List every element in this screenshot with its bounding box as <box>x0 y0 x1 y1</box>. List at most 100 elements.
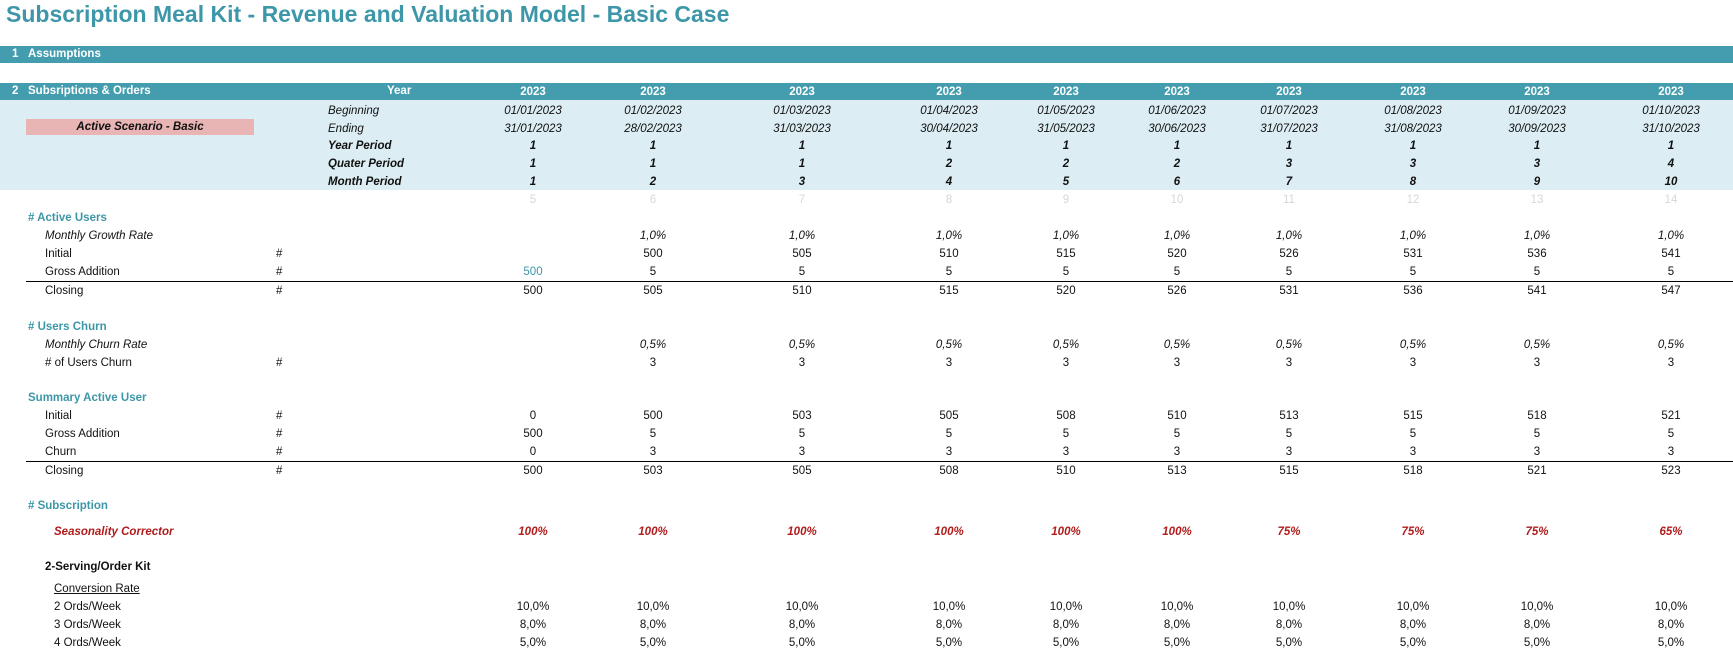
gross-addition-cell[interactable]: 5 <box>1062 266 1070 278</box>
initial-cell[interactable]: 526 <box>1279 248 1299 260</box>
beginning-date-cell[interactable]: 01/04/2023 <box>920 105 978 117</box>
closing-cell[interactable]: 515 <box>939 285 959 297</box>
ending-date-cell[interactable]: 31/10/2023 <box>1642 123 1700 135</box>
closing-cell[interactable]: 531 <box>1279 285 1299 297</box>
column-index-cell[interactable]: 12 <box>1406 194 1420 206</box>
summary-churn-cell[interactable]: 3 <box>945 446 953 458</box>
year-period-cell[interactable]: 1 <box>1409 140 1417 152</box>
year-cell[interactable]: 2023 <box>1524 86 1550 98</box>
ending-date-cell[interactable]: 31/03/2023 <box>773 123 831 135</box>
seasonality-cell[interactable]: 100% <box>1162 526 1192 538</box>
closing-cell[interactable]: 547 <box>1661 285 1681 297</box>
summary-initial-cell[interactable]: 515 <box>1403 410 1423 422</box>
summary-gross-cell[interactable]: 5 <box>1285 428 1293 440</box>
ord2-cell[interactable]: 10,0% <box>1654 601 1688 613</box>
ending-date-cell[interactable]: 28/02/2023 <box>624 123 682 135</box>
quarter-period-cell[interactable]: 1 <box>529 158 537 170</box>
month-period-cell[interactable]: 3 <box>798 176 806 188</box>
summary-closing-cell[interactable]: 518 <box>1403 465 1423 477</box>
users-churn-cell[interactable]: 3 <box>1533 357 1541 369</box>
month-period-cell[interactable]: 7 <box>1285 176 1293 188</box>
seasonality-cell[interactable]: 100% <box>787 526 817 538</box>
ord4-cell[interactable]: 5,0% <box>1275 637 1303 649</box>
users-churn-cell[interactable]: 3 <box>1409 357 1417 369</box>
column-index-cell[interactable]: 11 <box>1283 194 1295 206</box>
growth-rate-cell[interactable]: 1,0% <box>1163 230 1191 242</box>
summary-churn-cell[interactable]: 0 <box>529 446 537 458</box>
summary-closing-cell[interactable]: 513 <box>1167 465 1187 477</box>
year-cell[interactable]: 2023 <box>1400 86 1426 98</box>
ord4-cell[interactable]: 5,0% <box>1657 637 1685 649</box>
closing-cell[interactable]: 541 <box>1527 285 1547 297</box>
initial-cell[interactable]: 515 <box>1056 248 1076 260</box>
initial-cell[interactable]: 531 <box>1403 248 1423 260</box>
ord2-cell[interactable]: 10,0% <box>1396 601 1430 613</box>
summary-closing-cell[interactable]: 508 <box>939 465 959 477</box>
ord4-cell[interactable]: 5,0% <box>1163 637 1191 649</box>
summary-gross-cell[interactable]: 5 <box>798 428 806 440</box>
section-bar-assumptions[interactable]: 1 Assumptions <box>0 46 1733 63</box>
gross-addition-cell[interactable]: 5 <box>1409 266 1417 278</box>
growth-rate-cell[interactable]: 1,0% <box>788 230 816 242</box>
year-cell[interactable]: 2023 <box>1053 86 1079 98</box>
year-cell[interactable]: 2023 <box>1658 86 1684 98</box>
summary-initial-cell[interactable]: 518 <box>1527 410 1547 422</box>
beginning-date-cell[interactable]: 01/08/2023 <box>1384 105 1442 117</box>
churn-rate-cell[interactable]: 0,5% <box>1163 339 1191 351</box>
users-churn-cell[interactable]: 3 <box>1062 357 1070 369</box>
summary-gross-cell[interactable]: 5 <box>945 428 953 440</box>
users-churn-cell[interactable]: 3 <box>1173 357 1181 369</box>
seasonality-cell[interactable]: 65% <box>1659 526 1683 538</box>
month-period-cell[interactable]: 5 <box>1062 176 1070 188</box>
churn-rate-cell[interactable]: 0,5% <box>639 339 667 351</box>
users-churn-cell[interactable]: 3 <box>1667 357 1675 369</box>
summary-gross-cell[interactable]: 5 <box>649 428 657 440</box>
closing-cell[interactable]: 526 <box>1167 285 1187 297</box>
summary-churn-cell[interactable]: 3 <box>1667 446 1675 458</box>
quarter-period-cell[interactable]: 2 <box>1062 158 1070 170</box>
summary-closing-cell[interactable]: 505 <box>792 465 812 477</box>
column-index-cell[interactable]: 6 <box>649 194 657 206</box>
summary-initial-cell[interactable]: 505 <box>939 410 959 422</box>
growth-rate-cell[interactable]: 1,0% <box>1052 230 1080 242</box>
year-period-cell[interactable]: 1 <box>1285 140 1293 152</box>
ord4-cell[interactable]: 5,0% <box>935 637 963 649</box>
ord2-cell[interactable]: 10,0% <box>1049 601 1083 613</box>
column-index-cell[interactable]: 10 <box>1170 194 1184 206</box>
gross-addition-cell[interactable]: 5 <box>1533 266 1541 278</box>
year-period-cell[interactable]: 1 <box>1062 140 1070 152</box>
ord4-cell[interactable]: 5,0% <box>639 637 667 649</box>
month-period-cell[interactable]: 6 <box>1173 176 1181 188</box>
initial-cell[interactable]: 500 <box>643 248 663 260</box>
quarter-period-cell[interactable]: 1 <box>649 158 657 170</box>
closing-cell[interactable]: 500 <box>523 285 543 297</box>
year-cell[interactable]: 2023 <box>640 86 666 98</box>
ord2-cell[interactable]: 10,0% <box>1272 601 1306 613</box>
year-cell[interactable]: 2023 <box>520 86 546 98</box>
summary-initial-cell[interactable]: 503 <box>792 410 812 422</box>
ord3-cell[interactable]: 8,0% <box>1275 619 1303 631</box>
year-cell[interactable]: 2023 <box>1164 86 1190 98</box>
summary-churn-cell[interactable]: 3 <box>1409 446 1417 458</box>
month-period-cell[interactable]: 4 <box>945 176 953 188</box>
summary-churn-cell[interactable]: 3 <box>1285 446 1293 458</box>
seasonality-cell[interactable]: 75% <box>1525 526 1549 538</box>
summary-initial-cell[interactable]: 521 <box>1661 410 1681 422</box>
closing-cell[interactable]: 510 <box>792 285 812 297</box>
churn-rate-cell[interactable]: 0,5% <box>1523 339 1551 351</box>
column-index-cell[interactable]: 13 <box>1530 194 1544 206</box>
summary-closing-cell[interactable]: 503 <box>643 465 663 477</box>
ord4-cell[interactable]: 5,0% <box>519 637 547 649</box>
growth-rate-cell[interactable]: 1,0% <box>935 230 963 242</box>
ord2-cell[interactable]: 10,0% <box>1160 601 1194 613</box>
column-index-cell[interactable]: 9 <box>1062 194 1070 206</box>
year-period-cell[interactable]: 1 <box>649 140 657 152</box>
summary-gross-cell[interactable]: 5 <box>1667 428 1675 440</box>
quarter-period-cell[interactable]: 3 <box>1285 158 1293 170</box>
year-period-cell[interactable]: 1 <box>1533 140 1541 152</box>
ord4-cell[interactable]: 5,0% <box>1052 637 1080 649</box>
seasonality-cell[interactable]: 75% <box>1277 526 1301 538</box>
initial-cell[interactable]: 505 <box>792 248 812 260</box>
ord3-cell[interactable]: 8,0% <box>1523 619 1551 631</box>
year-period-cell[interactable]: 1 <box>945 140 953 152</box>
